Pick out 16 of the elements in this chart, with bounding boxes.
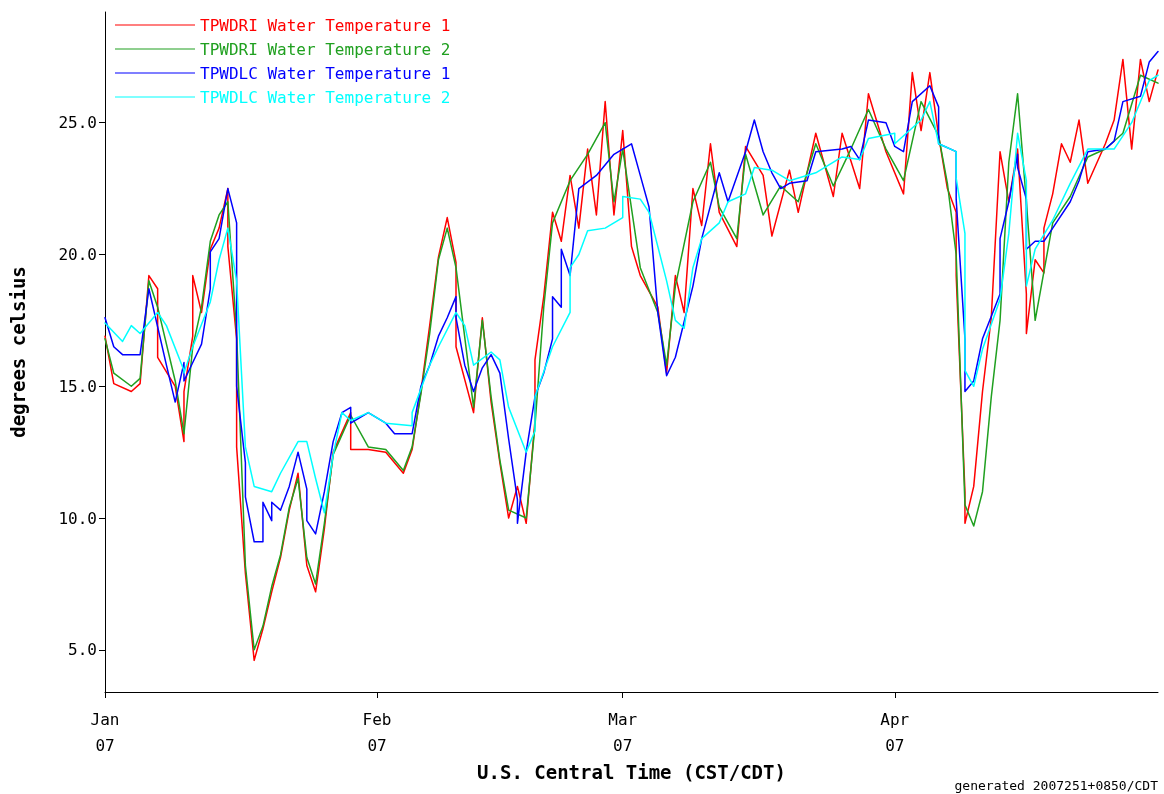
text: generated 2007251+0850/CDT (954, 778, 1159, 793)
legend-label: TPWDRI Water Temperature 1 (200, 15, 451, 35)
x-tick-label: Apr 07 (880, 709, 910, 755)
y-axis-title: degrees celsius (6, 266, 29, 438)
y-tick-label: 5.0 (68, 640, 97, 660)
x-axis-title: U.S. Central Time (CST/CDT) (477, 761, 786, 784)
y-tick-label: 15.0 (58, 376, 97, 396)
x-tick-label: Jan 07 (90, 709, 120, 755)
legend-label: TPWDLC Water Temperature 2 (200, 87, 451, 107)
x-tick-label: Feb 07 (362, 709, 392, 755)
x-tick-label: Mar 07 (608, 709, 638, 755)
legend-label: TPWDLC Water Temperature 1 (200, 63, 451, 83)
y-tick-label: 10.0 (58, 508, 97, 528)
y-tick-label: 25.0 (58, 113, 97, 133)
legend-label: TPWDRI Water Temperature 2 (200, 39, 451, 59)
y-tick-label: 20.0 (58, 244, 97, 264)
